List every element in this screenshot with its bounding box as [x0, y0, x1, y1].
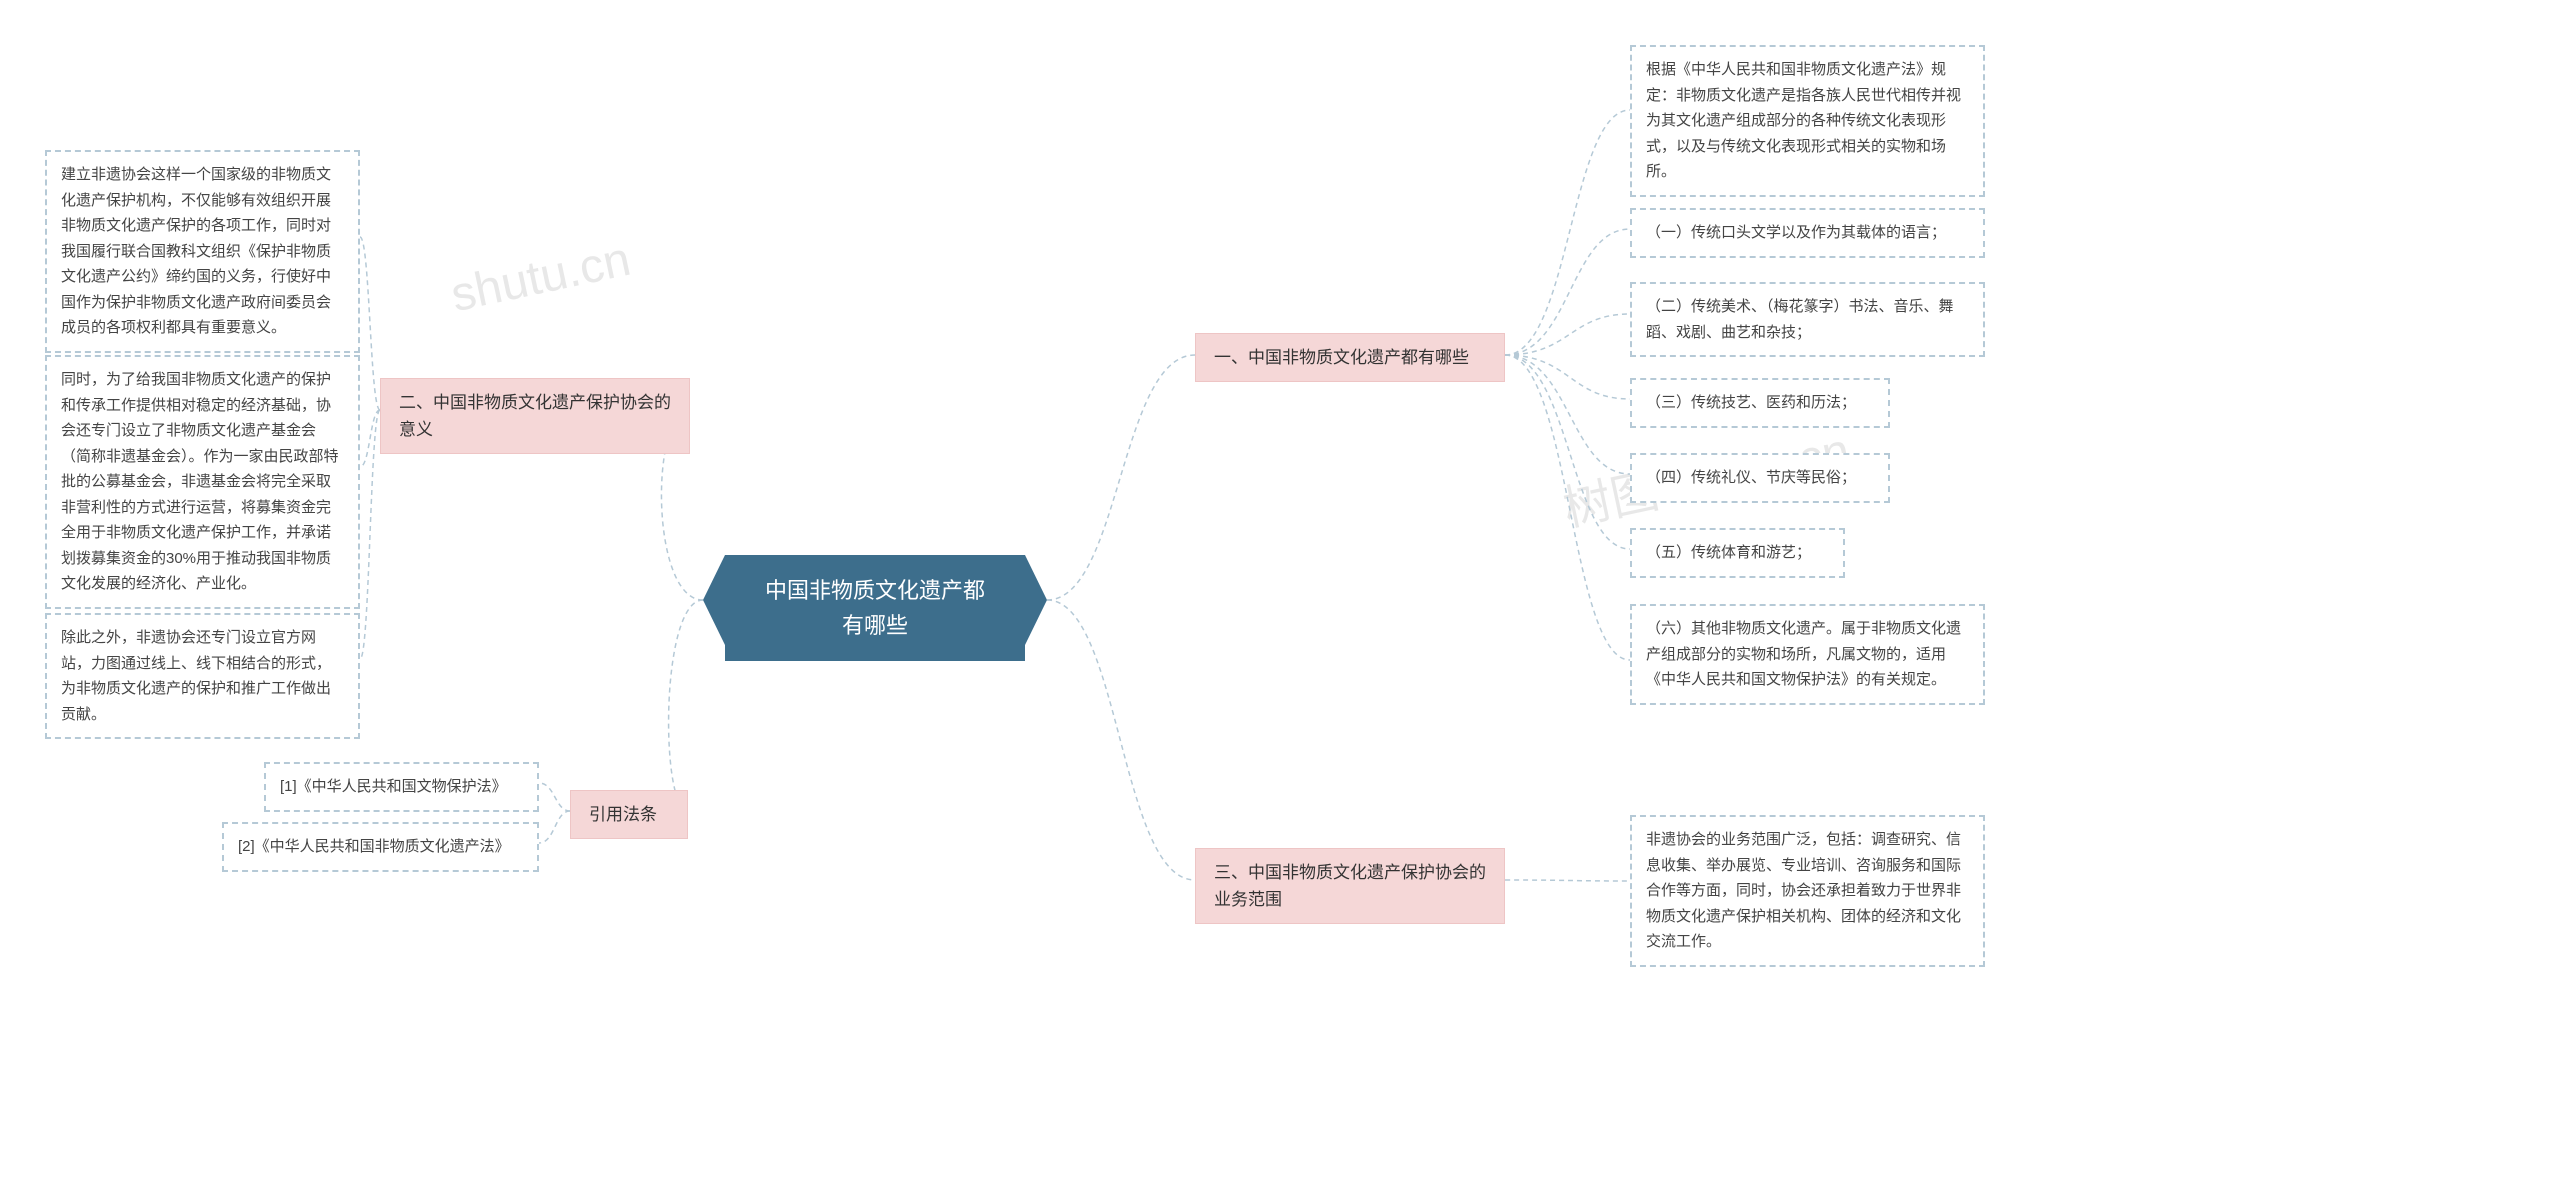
connector-layer: [0, 0, 2560, 1199]
leaf-1-3[interactable]: （三）传统技艺、医药和历法；: [1630, 378, 1890, 428]
leaf-1-3-text: （三）传统技艺、医药和历法；: [1646, 394, 1856, 411]
leaf-1-2[interactable]: （二）传统美术、（梅花篆字）书法、音乐、舞蹈、戏剧、曲艺和杂技；: [1630, 282, 1985, 357]
branch-3-label: 三、中国非物质文化遗产保护协会的业务范围: [1214, 863, 1486, 909]
branch-1[interactable]: 一、中国非物质文化遗产都有哪些: [1195, 333, 1505, 382]
root-arrow-right: [1025, 555, 1047, 645]
root-node[interactable]: 中国非物质文化遗产都有哪些: [725, 555, 1025, 661]
leaf-3-0-text: 非遗协会的业务范围广泛，包括：调查研究、信息收集、举办展览、专业培训、咨询服务和…: [1646, 831, 1961, 950]
branch-4-label: 引用法条: [589, 805, 657, 824]
leaf-1-6[interactable]: （六）其他非物质文化遗产。属于非物质文化遗产组成部分的实物和场所，凡属文物的，适…: [1630, 604, 1985, 705]
branch-4[interactable]: 引用法条: [570, 790, 688, 839]
leaf-2-1-text: 同时，为了给我国非物质文化遗产的保护和传承工作提供相对稳定的经济基础，协会还专门…: [61, 371, 339, 592]
leaf-2-0-text: 建立非遗协会这样一个国家级的非物质文化遗产保护机构，不仅能够有效组织开展非物质文…: [61, 166, 331, 336]
root-text: 中国非物质文化遗产都有哪些: [765, 578, 985, 638]
leaf-2-0[interactable]: 建立非遗协会这样一个国家级的非物质文化遗产保护机构，不仅能够有效组织开展非物质文…: [45, 150, 360, 353]
leaf-1-1[interactable]: （一）传统口头文学以及作为其载体的语言；: [1630, 208, 1985, 258]
branch-2-label: 二、中国非物质文化遗产保护协会的意义: [399, 393, 671, 439]
leaf-4-1[interactable]: [2]《中华人民共和国非物质文化遗产法》: [222, 822, 539, 872]
leaf-1-5[interactable]: （五）传统体育和游艺；: [1630, 528, 1845, 578]
leaf-1-5-text: （五）传统体育和游艺；: [1646, 544, 1811, 561]
leaf-1-4[interactable]: （四）传统礼仪、节庆等民俗；: [1630, 453, 1890, 503]
leaf-1-1-text: （一）传统口头文学以及作为其载体的语言；: [1646, 224, 1946, 241]
leaf-2-2[interactable]: 除此之外，非遗协会还专门设立官方网站，力图通过线上、线下相结合的形式，为非物质文…: [45, 613, 360, 739]
leaf-3-0[interactable]: 非遗协会的业务范围广泛，包括：调查研究、信息收集、举办展览、专业培训、咨询服务和…: [1630, 815, 1985, 967]
leaf-1-6-text: （六）其他非物质文化遗产。属于非物质文化遗产组成部分的实物和场所，凡属文物的，适…: [1646, 620, 1961, 688]
watermark-1: shutu.cn: [446, 232, 635, 324]
leaf-2-1[interactable]: 同时，为了给我国非物质文化遗产的保护和传承工作提供相对稳定的经济基础，协会还专门…: [45, 355, 360, 609]
leaf-1-0-text: 根据《中华人民共和国非物质文化遗产法》规定：非物质文化遗产是指各族人民世代相传并…: [1646, 61, 1961, 180]
leaf-1-4-text: （四）传统礼仪、节庆等民俗；: [1646, 469, 1856, 486]
leaf-1-0[interactable]: 根据《中华人民共和国非物质文化遗产法》规定：非物质文化遗产是指各族人民世代相传并…: [1630, 45, 1985, 197]
leaf-4-1-text: [2]《中华人民共和国非物质文化遗产法》: [238, 838, 510, 855]
root-arrow-left: [703, 555, 725, 645]
branch-1-label: 一、中国非物质文化遗产都有哪些: [1214, 348, 1469, 367]
leaf-1-2-text: （二）传统美术、（梅花篆字）书法、音乐、舞蹈、戏剧、曲艺和杂技；: [1646, 298, 1954, 341]
leaf-4-0[interactable]: [1]《中华人民共和国文物保护法》: [264, 762, 539, 812]
branch-2[interactable]: 二、中国非物质文化遗产保护协会的意义: [380, 378, 690, 454]
branch-3[interactable]: 三、中国非物质文化遗产保护协会的业务范围: [1195, 848, 1505, 924]
leaf-4-0-text: [1]《中华人民共和国文物保护法》: [280, 778, 507, 795]
leaf-2-2-text: 除此之外，非遗协会还专门设立官方网站，力图通过线上、线下相结合的形式，为非物质文…: [61, 629, 331, 723]
